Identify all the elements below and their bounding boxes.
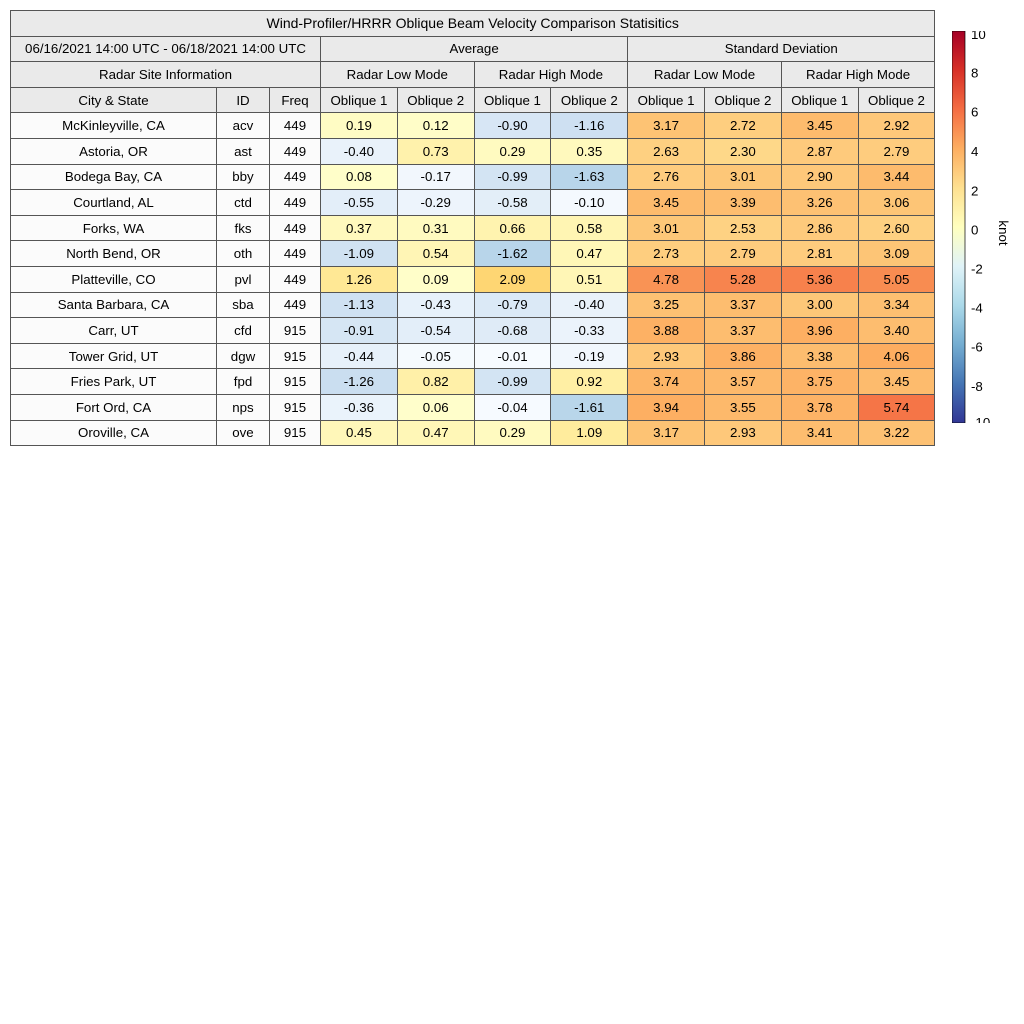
svg-text:8: 8 — [971, 66, 978, 81]
svg-text:-2: -2 — [971, 262, 983, 277]
svg-text:4: 4 — [971, 144, 978, 159]
svg-text:-6: -6 — [971, 340, 983, 355]
svg-text:-10: -10 — [971, 415, 990, 423]
svg-text:10: 10 — [971, 31, 986, 42]
svg-text:knot: knot — [996, 220, 1011, 245]
svg-text:0: 0 — [971, 222, 978, 237]
svg-text:-8: -8 — [971, 379, 983, 394]
svg-text:-4: -4 — [971, 301, 983, 316]
svg-text:6: 6 — [971, 105, 978, 120]
svg-text:2: 2 — [971, 183, 978, 198]
